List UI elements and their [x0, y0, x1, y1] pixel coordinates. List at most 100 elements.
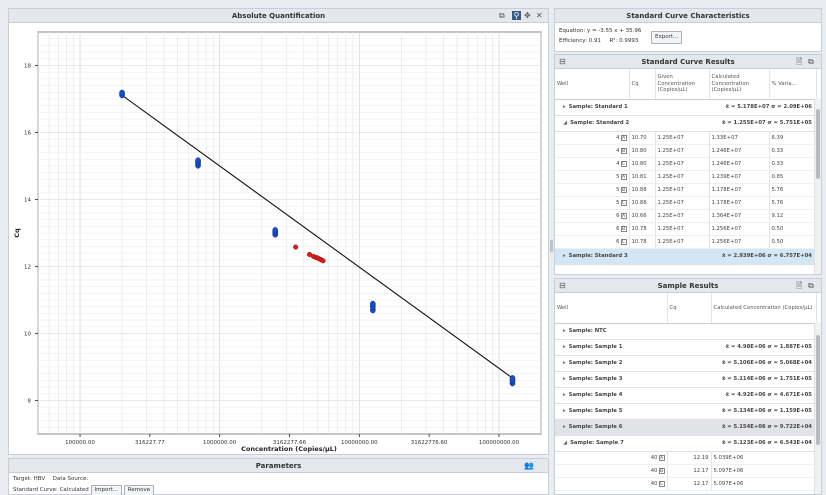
sample-scroll-thumb[interactable]	[816, 335, 820, 445]
collapsed-arrow-icon[interactable]: ▸	[563, 253, 566, 259]
cq-cell: 10.88	[629, 196, 656, 210]
expanded-arrow-icon[interactable]: ◢	[563, 440, 568, 446]
sample-data-point[interactable]	[320, 258, 326, 264]
well-letter: C	[620, 160, 627, 167]
export-doc-icon[interactable]: 🗎	[796, 57, 803, 66]
col-well[interactable]: Well	[555, 69, 630, 100]
cq-cell: 10.78	[629, 222, 656, 236]
export-doc-icon[interactable]: 🗎	[796, 281, 803, 290]
cq-cell: 10.78	[629, 235, 656, 249]
col-given[interactable]: Given Concentration (Copies/µL)	[655, 69, 710, 100]
table-row[interactable]: 5 B 10.88 1.25E+07 1.178E+07 5.76	[555, 183, 817, 197]
cq-cell: 12.17	[667, 477, 712, 491]
given-cell: 1.25E+07	[655, 157, 710, 171]
std-results-title: Standard Curve Results	[641, 58, 735, 66]
copy-table-icon[interactable]: ⧉	[808, 57, 814, 66]
calculated-cell: 1.178E+07	[709, 183, 770, 197]
standard-curve-chart[interactable]: 100000.00 316227.77 1000000.00 3162277.66 10…	[9, 23, 548, 454]
std-scroll-thumb[interactable]	[816, 109, 820, 179]
pan-icon[interactable]: ✥	[524, 11, 531, 20]
collapsed-arrow-icon[interactable]: ▸	[563, 392, 566, 398]
sample-results-scrollbar[interactable]	[814, 323, 821, 494]
table-settings-icon[interactable]: ⊟	[559, 281, 566, 290]
std-results-scrollbar[interactable]	[814, 99, 821, 274]
well-number: 5	[616, 186, 620, 193]
well-number: 40	[650, 467, 658, 474]
standard-data-point[interactable]	[370, 300, 376, 308]
col-calculated[interactable]: Calculated Concentration (Copies/µL)	[709, 69, 770, 100]
table-row[interactable]: 40 C 12.17 5.097E+06	[555, 477, 817, 491]
regression-line	[121, 94, 513, 379]
sample-data-point[interactable]	[293, 244, 299, 250]
group-stats: x̄ = 5.114E+06 σ = 1.751E+05	[667, 371, 816, 388]
sample-results-table: Well Cq Calculated Concentration (Copies…	[555, 293, 817, 491]
given-cell: 1.25E+07	[655, 170, 710, 184]
table-group-row[interactable]: ▸ Sample: Sample 4 x̄ = 4.92E+06 σ = 4.671…	[555, 387, 816, 404]
collapsed-arrow-icon[interactable]: ▸	[563, 104, 566, 110]
remove-button[interactable]: Remove	[123, 485, 155, 495]
sample-results-panel: ⊟ Sample Results 🗎 ⧉ Well Cq Calculated …	[554, 278, 822, 495]
table-row[interactable]: 5 A 10.81 1.25E+07 1.239E+07 0.85	[555, 170, 817, 184]
zoom-icon[interactable]: ⚲	[512, 11, 521, 20]
col-calculated[interactable]: Calculated Concentration (Copies/µL)	[711, 293, 817, 324]
table-group-row[interactable]: ▸ Sample: Standard 1 x̄ = 5.178E+07 σ = 2.…	[555, 99, 816, 116]
well-letter: A	[620, 173, 627, 180]
import-button[interactable]: Import...	[90, 485, 123, 495]
table-row[interactable]: 6 A 10.66 1.25E+07 1.364E+07 9.12	[555, 209, 817, 223]
table-group-row[interactable]: ▸ Sample: Sample 2 x̄ = 5.106E+06 σ = 5.06…	[555, 355, 816, 372]
well-letter: B	[658, 467, 665, 474]
standard-data-point[interactable]	[272, 227, 279, 234]
collapsed-arrow-icon[interactable]: ▸	[563, 376, 566, 382]
table-row[interactable]: 4 C 10.80 1.25E+07 1.246E+07 0.33	[555, 157, 817, 171]
table-row[interactable]: 6 B 10.78 1.25E+07 1.256E+07 0.50	[555, 222, 817, 236]
group-stats	[667, 323, 816, 340]
collapsed-arrow-icon[interactable]: ▸	[563, 408, 566, 414]
table-row[interactable]: 40 B 12.17 5.097E+06	[555, 464, 817, 478]
given-cell: 1.25E+07	[655, 222, 710, 236]
table-group-row[interactable]: ▸ Sample: Sample 1 x̄ = 4.98E+06 σ = 1.887…	[555, 339, 816, 356]
standard-data-point[interactable]	[509, 375, 516, 382]
col-variation[interactable]: % Varia...	[769, 69, 817, 100]
given-cell: 1.25E+07	[655, 183, 710, 197]
table-group-row[interactable]: ▸ Sample: Standard 3 x̄ = 2.939E+06 σ = 6.…	[555, 248, 816, 265]
cq-cell: 10.66	[629, 209, 656, 223]
table-row[interactable]: 4 A 10.70 1.25E+07 1.33E+07 6.39	[555, 131, 817, 145]
table-settings-icon[interactable]: ⊟	[559, 57, 566, 66]
well-number: 40	[650, 454, 658, 461]
table-row[interactable]: 40 A 12.19 5.039E+06	[555, 451, 817, 465]
standard-data-point[interactable]	[119, 89, 125, 97]
table-group-row[interactable]: ◢ Sample: Sample 7 x̄ = 5.123E+06 σ = 6.54…	[555, 435, 816, 452]
well-number: 4	[616, 160, 620, 167]
people-icon[interactable]: 👥	[524, 461, 534, 470]
variation-cell: 0.33	[769, 157, 817, 171]
collapsed-arrow-icon[interactable]: ▸	[563, 328, 566, 334]
cq-cell: 10.81	[629, 170, 656, 184]
collapsed-arrow-icon[interactable]: ▸	[563, 424, 566, 430]
table-group-row[interactable]: ▸ Sample: Sample 5 x̄ = 5.134E+06 σ = 1.15…	[555, 403, 816, 420]
col-cq[interactable]: Cq	[667, 293, 712, 324]
sample-data-point[interactable]	[306, 251, 313, 257]
table-group-row[interactable]: ◢ Sample: Standard 2 x̄ = 1.255E+07 σ = 5.…	[555, 115, 816, 132]
expanded-arrow-icon[interactable]: ◢	[563, 120, 568, 126]
well-letter: C	[620, 238, 627, 245]
table-group-row[interactable]: ▸ Sample: NTC	[555, 323, 816, 340]
table-row[interactable]: 4 B 10.80 1.25E+07 1.246E+07 0.33	[555, 144, 817, 158]
export-button[interactable]: Export...	[651, 31, 683, 44]
collapsed-arrow-icon[interactable]: ▸	[563, 360, 566, 366]
collapsed-arrow-icon[interactable]: ▸	[563, 344, 566, 350]
table-group-row[interactable]: ▸ Sample: Sample 6 x̄ = 5.154E+06 σ = 9.72…	[555, 419, 816, 436]
standard-data-point[interactable]	[195, 157, 201, 164]
col-cq[interactable]: Cq	[629, 69, 656, 100]
table-row[interactable]: 5 C 10.88 1.25E+07 1.178E+07 5.76	[555, 196, 817, 210]
copy-icon[interactable]: ⧉	[499, 11, 505, 20]
variation-cell: 9.12	[769, 209, 817, 223]
table-group-row[interactable]: ▸ Sample: Sample 3 x̄ = 5.114E+06 σ = 1.75…	[555, 371, 816, 388]
copy-table-icon[interactable]: ⧉	[808, 281, 814, 290]
table-row[interactable]: 6 C 10.78 1.25E+07 1.256E+07 0.50	[555, 235, 817, 249]
reset-icon[interactable]: ✕	[536, 11, 543, 20]
col-well[interactable]: Well	[555, 293, 668, 324]
panel-splitter[interactable]	[550, 240, 553, 252]
